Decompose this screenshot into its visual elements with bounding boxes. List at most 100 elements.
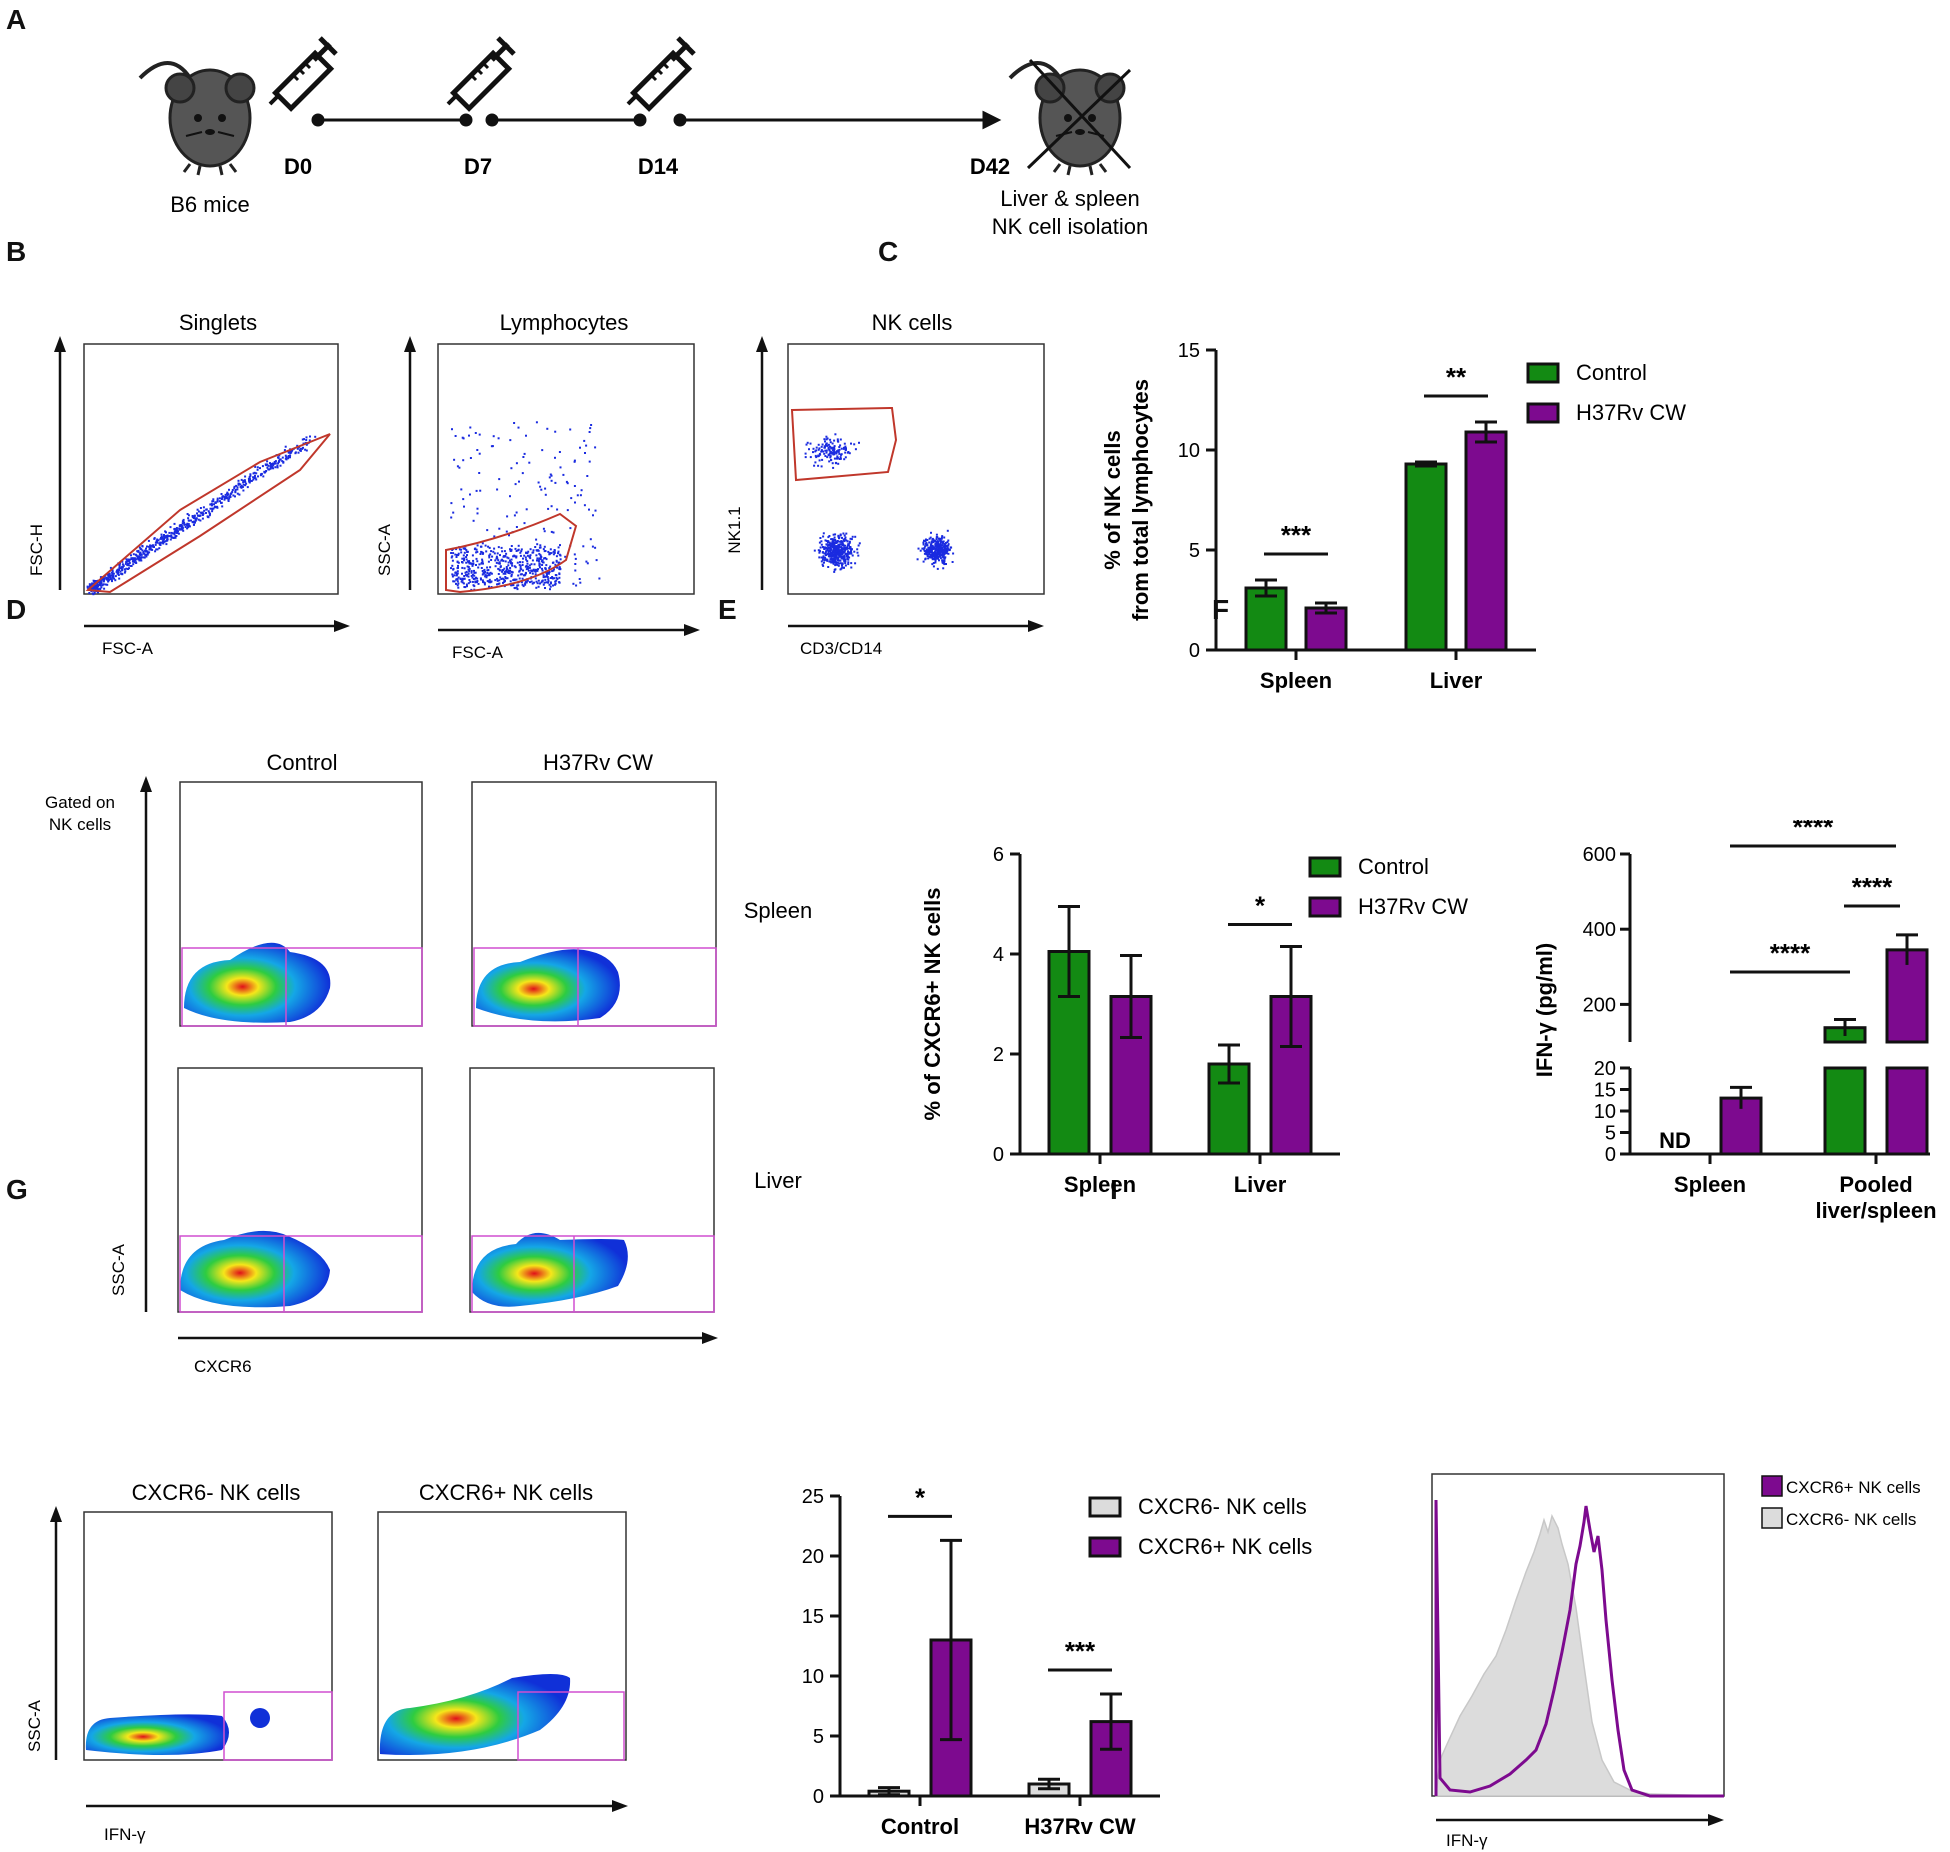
event-dot: [848, 551, 850, 554]
event-dot: [241, 486, 244, 488]
event-dot: [945, 541, 947, 544]
event-dot: [248, 478, 250, 481]
event-dot: [934, 549, 937, 552]
event-dot: [507, 564, 510, 567]
event-dot: [521, 472, 524, 475]
event-dot: [451, 564, 454, 567]
event-dot: [496, 552, 499, 555]
event-dot: [237, 479, 240, 482]
event-dot: [486, 566, 489, 569]
event-dot: [947, 552, 950, 555]
event-dot: [116, 572, 119, 575]
event-dot: [850, 548, 853, 551]
event-dot: [496, 583, 498, 586]
event-dot: [503, 555, 506, 557]
legend-swatch: [1088, 1536, 1122, 1558]
event-dot: [829, 552, 832, 555]
event-dot: [827, 540, 830, 543]
event-dot: [539, 566, 541, 569]
event-dot: [495, 555, 498, 558]
event-dot: [931, 547, 934, 550]
event-dot: [175, 530, 178, 533]
event-dot: [229, 496, 232, 498]
event-dot: [835, 452, 838, 455]
event-dot: [273, 461, 276, 463]
event-dot: [843, 442, 846, 445]
event-dot: [827, 566, 830, 568]
event-dot: [552, 569, 555, 572]
event-dot: [834, 547, 837, 549]
event-dot: [105, 576, 108, 579]
event-dot: [123, 568, 126, 571]
event-dot: [214, 501, 217, 504]
event-dot: [836, 563, 839, 566]
event-dot: [103, 587, 106, 590]
event-dot: [208, 511, 211, 514]
event-dot: [821, 443, 824, 446]
event-dot: [219, 500, 221, 503]
event-dot: [181, 526, 184, 529]
event-dot: [849, 551, 852, 554]
event-dot: [556, 508, 559, 511]
event-dot: [177, 530, 179, 533]
event-dot: [548, 476, 551, 479]
event-dot: [145, 549, 148, 552]
event-dot: [820, 560, 823, 563]
event-dot: [467, 568, 470, 571]
event-dot: [554, 582, 557, 585]
event-dot: [476, 580, 479, 582]
event-dot: [943, 561, 945, 564]
event-dot: [938, 549, 941, 552]
event-dot: [168, 531, 171, 534]
event-dot: [826, 549, 829, 552]
row-label: Spleen: [744, 898, 813, 923]
event-dot: [945, 563, 947, 565]
event-dot: [118, 577, 121, 580]
event-dot: [279, 464, 282, 467]
event-dot: [841, 536, 843, 539]
event-dot: [820, 450, 823, 453]
event-dot: [520, 581, 523, 584]
event-dot: [517, 548, 520, 551]
event-dot: [942, 554, 945, 557]
event-dot: [124, 562, 127, 565]
event-dot: [117, 574, 120, 576]
gate: [445, 512, 578, 594]
y-axis-label: % of NK cells: [1100, 430, 1125, 569]
event-dot: [841, 556, 844, 559]
event-dot: [928, 541, 931, 544]
event-dot: [539, 554, 542, 557]
event-dot: [297, 451, 300, 454]
event-dot: [828, 535, 831, 537]
event-dot: [481, 551, 484, 554]
event-dot: [199, 514, 202, 517]
event-dot: [462, 554, 465, 557]
event-dot: [178, 528, 181, 531]
event-dot: [480, 562, 483, 565]
event-dot: [832, 466, 835, 469]
y-axis-label: % of CXCR6+ NK cells: [920, 888, 945, 1121]
significance-label: ***: [1065, 1636, 1096, 1666]
event-dot: [827, 546, 830, 549]
event-dot: [928, 553, 931, 556]
event-dot: [238, 493, 241, 496]
mouse-sacrificed-icon: [1008, 58, 1132, 177]
event-dot: [853, 550, 856, 553]
event-dot: [193, 515, 196, 517]
event-dot: [125, 558, 128, 561]
event-dot: [271, 463, 274, 466]
event-dot: [299, 447, 302, 450]
panel-letter-g: G: [6, 1174, 28, 1205]
event-dot: [487, 560, 490, 563]
event-dot: [573, 553, 576, 556]
event-dot: [820, 445, 823, 448]
y-axis-label: IFN-γ (pg/ml): [1532, 943, 1557, 1077]
event-dot: [481, 560, 484, 563]
event-dot: [205, 508, 208, 511]
event-dot: [938, 548, 941, 551]
event-dot: [314, 435, 317, 438]
event-dot: [234, 495, 236, 498]
event-dot: [837, 564, 840, 567]
event-dot: [242, 483, 245, 486]
event-dot: [456, 465, 459, 468]
